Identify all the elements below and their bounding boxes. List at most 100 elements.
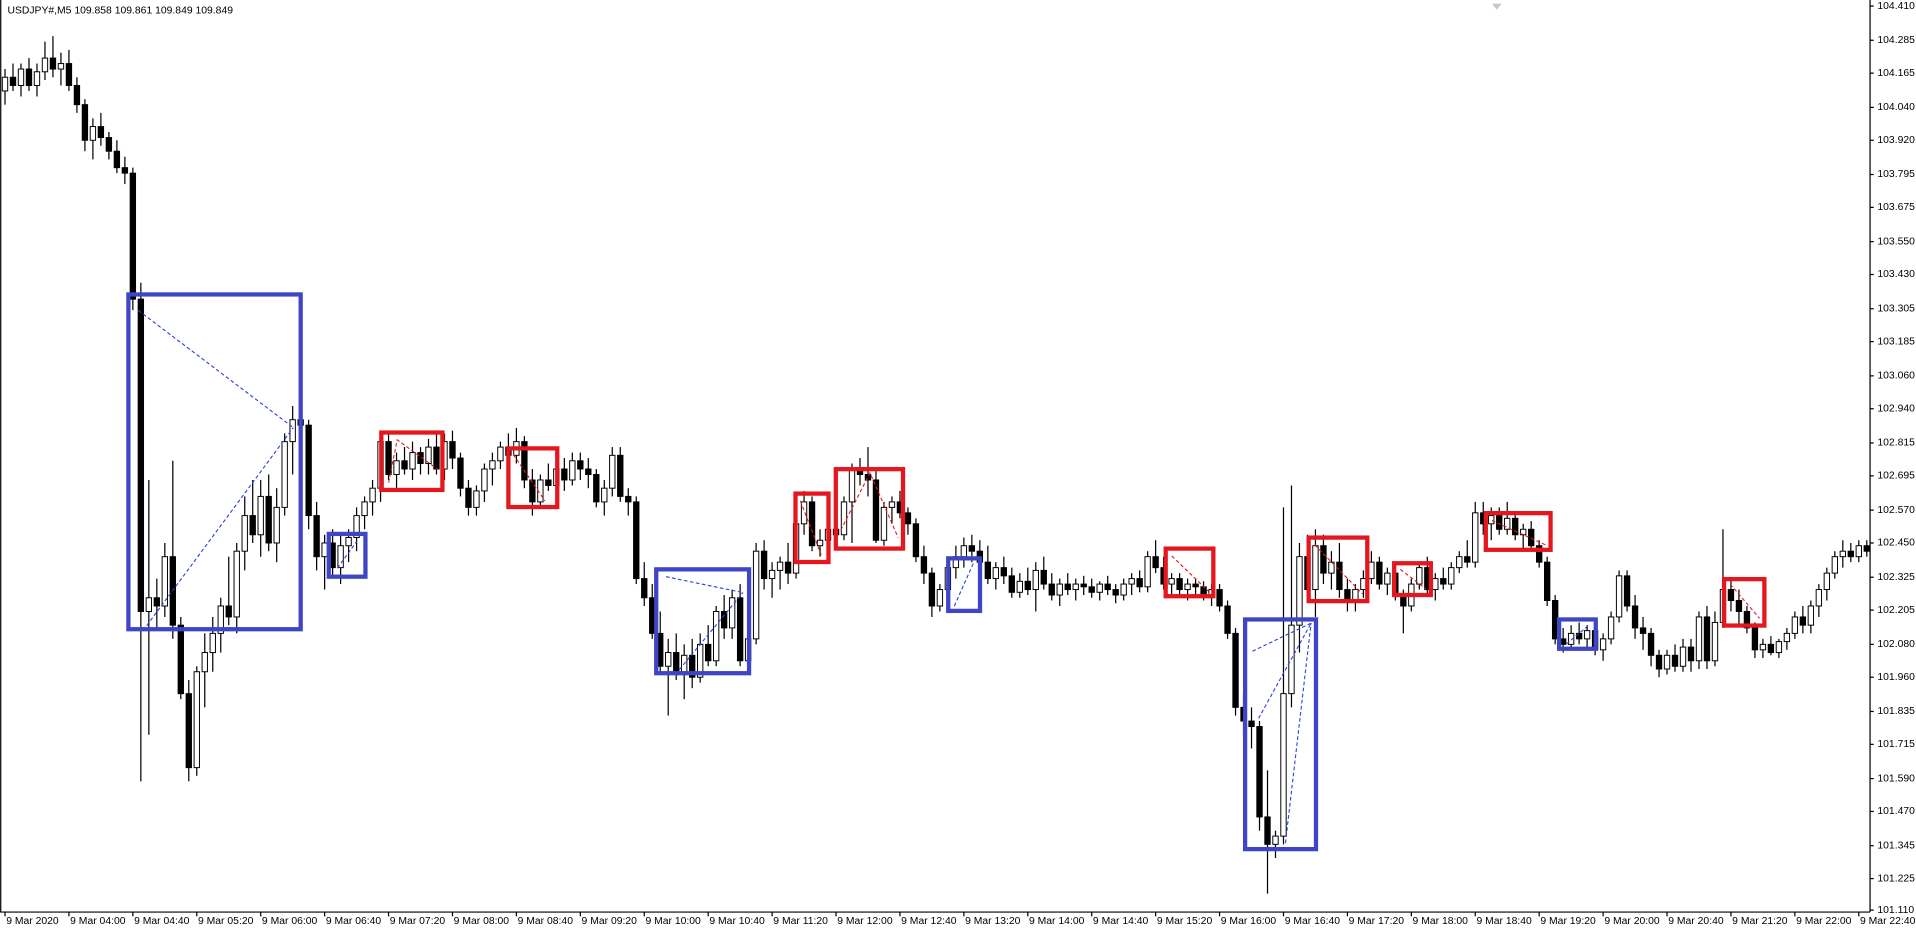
- candle-body: [25, 68, 33, 86]
- candle-body: [41, 57, 49, 73]
- candle-body: [521, 441, 528, 481]
- candle-body: [1663, 654, 1671, 670]
- y-tick-label: 103.920: [1877, 135, 1915, 146]
- candle-body: [49, 57, 57, 70]
- pattern-line: [388, 438, 1760, 619]
- candle-body: [161, 556, 168, 607]
- candle-body: [57, 63, 65, 70]
- y-tick-label: 104.285: [1877, 35, 1915, 46]
- candle-body: [920, 556, 928, 574]
- x-tick-label: 9 Mar 08:40: [518, 916, 574, 927]
- y-tick-label: 103.675: [1877, 202, 1915, 213]
- candle-body: [1791, 616, 1799, 634]
- candle-body: [529, 479, 536, 503]
- candle-body: [289, 419, 296, 443]
- pattern-box: [793, 491, 831, 565]
- candle-body: [1695, 616, 1703, 662]
- candle-body: [1536, 545, 1543, 563]
- y-tick-label: 101.960: [1877, 672, 1915, 683]
- y-tick-label: 101.110: [1877, 905, 1914, 916]
- candle-body: [1096, 583, 1103, 593]
- candle-body: [1512, 517, 1519, 536]
- y-tick-label: 102.205: [1877, 605, 1915, 616]
- candle-body: [609, 454, 616, 489]
- candle-body: [1807, 605, 1815, 626]
- candle-body: [1615, 575, 1623, 618]
- candle-body: [760, 550, 768, 580]
- candle-body: [1312, 545, 1319, 591]
- candle-body: [81, 104, 89, 141]
- candle-body: [1072, 583, 1079, 591]
- candle-body: [337, 545, 344, 569]
- candle-body: [113, 150, 121, 169]
- candle-body: [409, 452, 416, 470]
- y-tick-label: 103.795: [1877, 169, 1915, 180]
- candle-body: [1200, 586, 1207, 596]
- candle-body: [345, 537, 352, 547]
- x-tick-label: 9 Mar 16:40: [1285, 916, 1341, 927]
- candle-body: [185, 693, 192, 769]
- candle-body: [1328, 561, 1335, 574]
- candle-body: [1320, 545, 1327, 574]
- candle-body: [1248, 720, 1255, 728]
- candle-body: [481, 468, 488, 492]
- candle-body: [1727, 589, 1735, 602]
- candle-body: [249, 515, 256, 536]
- pattern-line: [953, 561, 1312, 844]
- shift-marker: [1491, 3, 1502, 10]
- x-tick-label: 9 Mar 06:40: [326, 916, 382, 927]
- x-tick-label: 9 Mar 05:20: [198, 916, 254, 927]
- candle-body: [1016, 580, 1023, 593]
- candle-body: [1440, 578, 1447, 585]
- x-tick-label: 9 Mar 14:00: [1029, 916, 1085, 927]
- x-tick-label: 9 Mar 18:40: [1476, 916, 1532, 927]
- candle-body: [1152, 556, 1159, 569]
- x-tick-label: 9 Mar 13:20: [965, 916, 1021, 927]
- candle-body: [1583, 630, 1591, 640]
- y-tick-label: 102.940: [1877, 403, 1915, 414]
- candle-body: [281, 441, 288, 508]
- candle-body: [617, 454, 624, 497]
- candle-body: [497, 446, 504, 462]
- candle-body: [625, 495, 632, 503]
- candle-body: [712, 610, 720, 662]
- x-tick-label: 9 Mar 08:00: [454, 916, 510, 927]
- x-tick-label: 9 Mar 21:20: [1732, 916, 1788, 927]
- candle-body: [1751, 627, 1759, 651]
- candle-body: [241, 515, 248, 552]
- candle-body: [1120, 583, 1127, 596]
- candle-body: [129, 172, 137, 300]
- candle-body: [633, 501, 640, 580]
- candle-body: [1376, 561, 1383, 585]
- candle-body: [449, 441, 456, 459]
- candle-body: [1863, 545, 1870, 552]
- x-tick-label: 9 Mar 12:00: [837, 916, 893, 927]
- candle-body: [1368, 561, 1375, 580]
- candle-body: [984, 561, 992, 580]
- candle-body: [1048, 583, 1055, 596]
- candle-body: [569, 460, 576, 481]
- candle-body: [1815, 589, 1823, 607]
- x-tick-label: 9 Mar 22:00: [1796, 916, 1852, 927]
- candle-body: [992, 567, 1000, 580]
- candle-body: [265, 495, 272, 544]
- pattern-box: [506, 446, 560, 510]
- pattern-box: [1556, 617, 1598, 651]
- y-tick-label: 101.345: [1877, 840, 1915, 851]
- candle-body: [153, 597, 161, 607]
- candle-body: [1112, 589, 1119, 596]
- candle-body: [1528, 528, 1535, 547]
- pattern-line: [137, 309, 294, 626]
- candle-body: [225, 605, 232, 618]
- pattern-box: [326, 531, 368, 579]
- candle-body: [1008, 575, 1015, 593]
- candle-body: [1232, 632, 1239, 708]
- x-tick-label: 9 Mar 10:40: [709, 916, 765, 927]
- candle-body: [1064, 583, 1071, 591]
- candle-body: [1, 76, 9, 92]
- candle-body: [1639, 627, 1647, 634]
- candle-body: [1192, 583, 1199, 588]
- x-tick-label: 9 Mar 04:40: [134, 916, 190, 927]
- candle-body: [1655, 654, 1663, 670]
